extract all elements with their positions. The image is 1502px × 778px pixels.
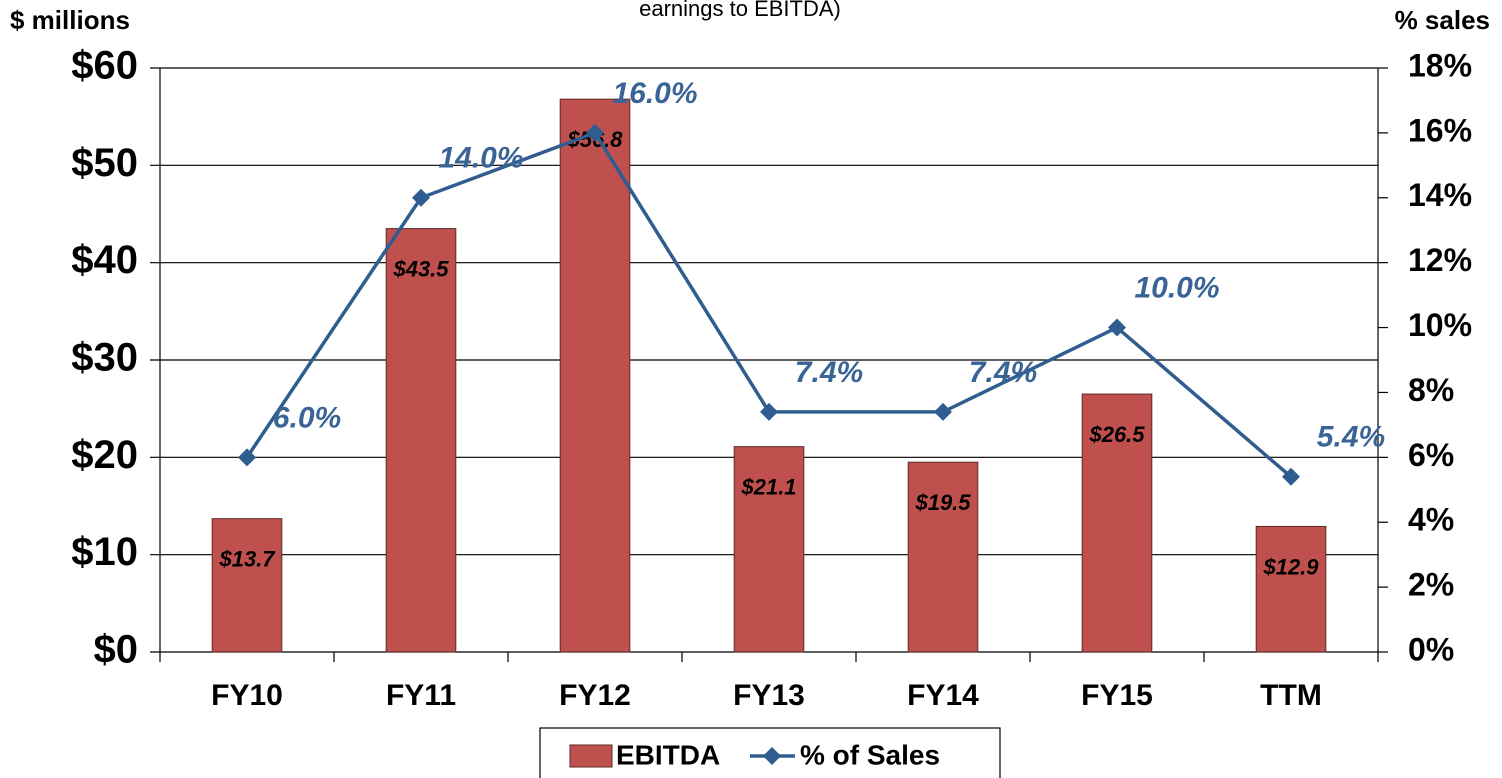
x-tick-label: FY14 xyxy=(907,679,979,712)
x-tick-label: FY12 xyxy=(559,679,631,712)
legend-marker xyxy=(763,747,781,765)
line-value-label: 10.0% xyxy=(1134,271,1219,304)
line-value-label: 5.4% xyxy=(1317,421,1385,454)
y2-tick-label: 6% xyxy=(1408,437,1454,473)
x-tick-label: FY15 xyxy=(1081,679,1153,712)
line-marker xyxy=(1108,318,1126,337)
y2-tick-label: 4% xyxy=(1408,502,1454,538)
y2-tick-label: 16% xyxy=(1408,112,1472,148)
y2-tick-label: 18% xyxy=(1408,47,1472,83)
x-tick-label: FY10 xyxy=(211,679,283,712)
y2-tick-label: 10% xyxy=(1408,307,1472,343)
chart-subtitle: earnings to EBITDA) xyxy=(639,0,841,21)
y2-tick-label: 2% xyxy=(1408,567,1454,603)
line-value-label: 7.4% xyxy=(969,356,1037,389)
bar xyxy=(1255,525,1327,653)
x-tick-label: FY13 xyxy=(733,679,805,712)
y-axis-label: $ millions xyxy=(10,5,130,35)
line-marker xyxy=(586,123,604,142)
bar xyxy=(385,228,457,653)
x-tick-label: TTM xyxy=(1260,679,1322,712)
bar xyxy=(559,98,631,653)
line-marker xyxy=(934,402,952,421)
line-value-label: 14.0% xyxy=(438,142,523,175)
y-tick-label: $30 xyxy=(71,336,138,380)
y2-tick-label: 0% xyxy=(1408,631,1454,667)
legend-label: EBITDA xyxy=(616,739,720,770)
y-tick-label: $50 xyxy=(71,141,138,185)
bar xyxy=(733,446,805,653)
bar xyxy=(1081,393,1153,653)
bar xyxy=(211,518,283,653)
y2-tick-label: 12% xyxy=(1408,242,1472,278)
bar-value-label: $19.5 xyxy=(914,490,971,515)
legend-swatch xyxy=(569,744,613,768)
y-tick-label: $20 xyxy=(71,433,138,477)
y-tick-label: $60 xyxy=(71,44,138,88)
line-marker xyxy=(760,402,778,421)
y2-tick-label: 8% xyxy=(1408,372,1454,408)
bar-value-label: $21.1 xyxy=(740,474,796,499)
y-tick-label: $40 xyxy=(71,238,138,282)
line-marker xyxy=(412,188,430,207)
bar-value-label: $13.7 xyxy=(218,546,276,571)
line-marker xyxy=(1282,467,1300,486)
x-tick-label: FY11 xyxy=(386,679,456,712)
line-marker xyxy=(238,448,256,467)
legend-label: % of Sales xyxy=(800,739,940,770)
bar-value-label: $26.5 xyxy=(1088,422,1145,447)
line-value-label: 6.0% xyxy=(273,401,341,434)
bar-value-label: $12.9 xyxy=(1262,554,1319,579)
y2-axis-label: % sales xyxy=(1395,5,1490,35)
bar-value-label: $43.5 xyxy=(392,256,449,281)
y2-tick-label: 14% xyxy=(1408,177,1472,213)
line-value-label: 16.0% xyxy=(612,77,697,110)
y-tick-label: $0 xyxy=(94,628,139,672)
y-tick-label: $10 xyxy=(71,530,138,574)
line-value-label: 7.4% xyxy=(795,356,863,389)
bar xyxy=(907,461,979,653)
